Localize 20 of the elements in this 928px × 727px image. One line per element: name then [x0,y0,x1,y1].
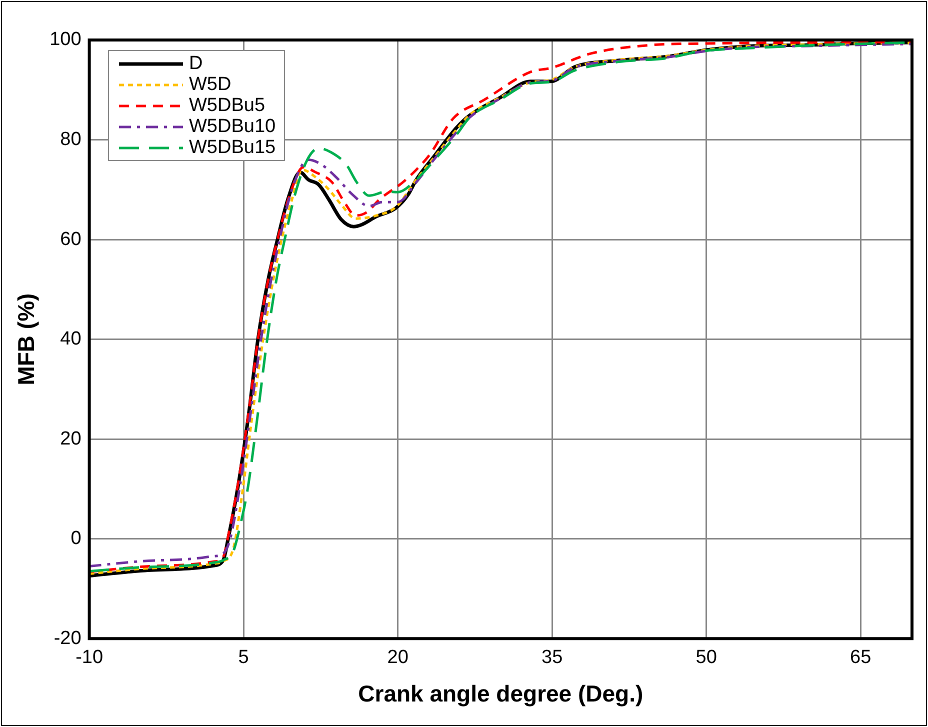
y-axis-title: MFB (%) [13,293,40,386]
legend-label: W5DBu5 [189,95,266,116]
x-tick-label: 20 [387,647,408,668]
legend-label: W5D [189,74,232,95]
x-tick-label: 35 [542,647,563,668]
y-tick-label: 60 [60,228,82,250]
x-tick-label: 50 [696,647,717,668]
legend-label: W5DBu10 [189,116,276,137]
y-tick-label: 100 [50,29,82,50]
y-tick-label: 40 [60,328,82,350]
x-axis-title: Crank angle degree (Deg.) [358,680,644,707]
x-tick-label: 5 [238,647,249,668]
y-tick-label: 0 [70,528,82,550]
legend-label: W5DBu15 [189,137,276,158]
x-tick-label: 65 [850,647,872,668]
y-tick-label: -20 [54,628,82,649]
y-tick-label: 20 [60,428,82,450]
y-tick-label: 80 [60,129,82,150]
legend-label: D [189,53,203,74]
x-tick-label: -10 [76,647,104,668]
